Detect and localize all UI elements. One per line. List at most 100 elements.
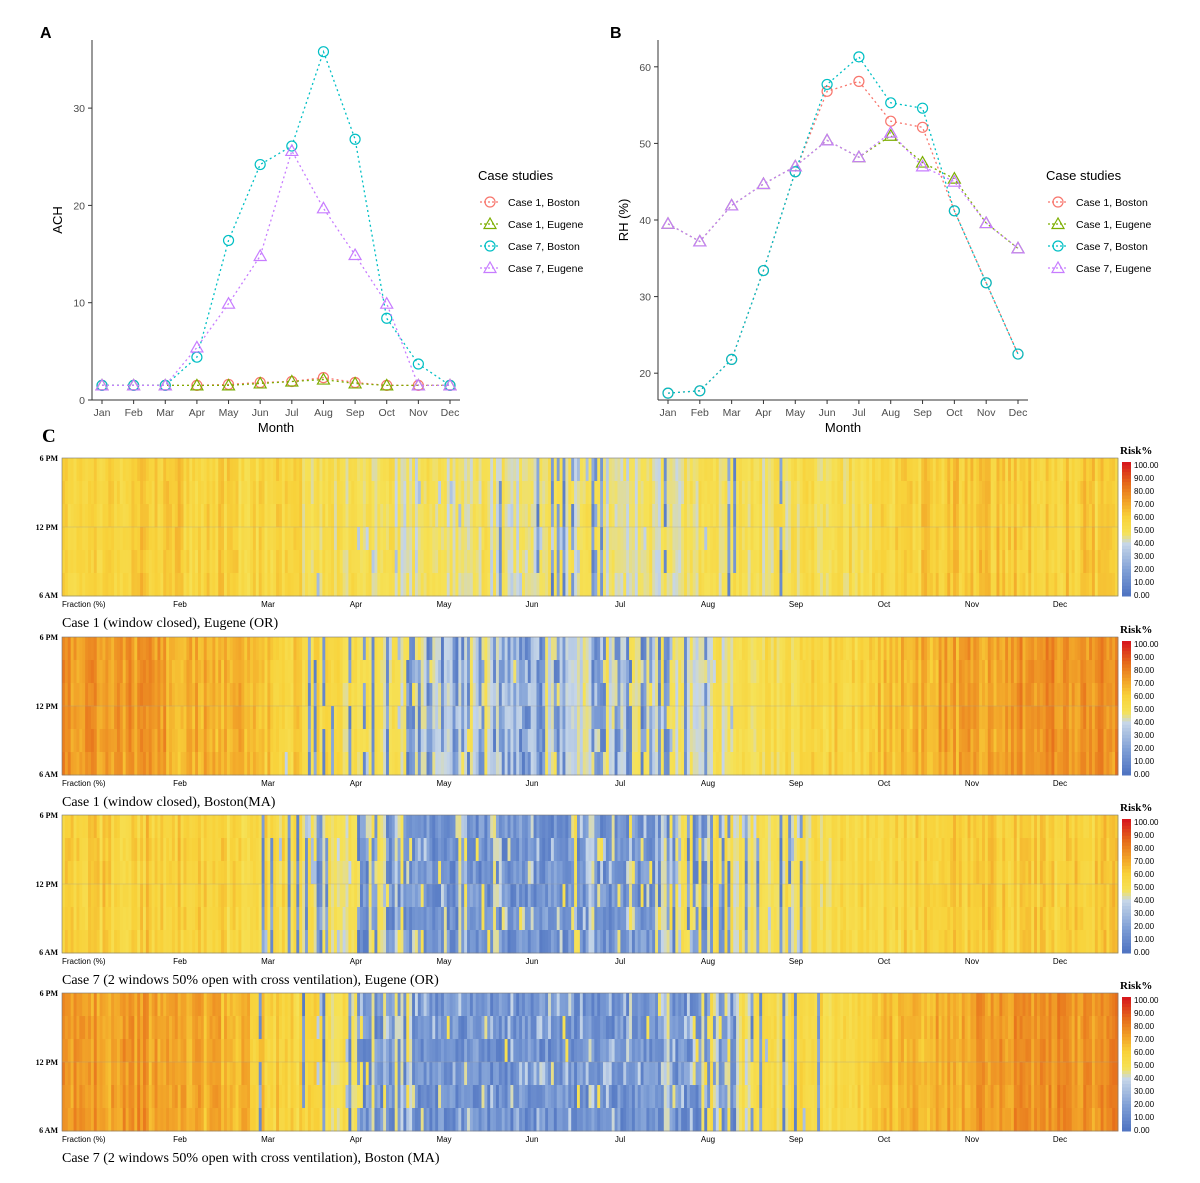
heat-cell bbox=[293, 683, 297, 707]
heat-cell bbox=[461, 481, 465, 505]
heat-cell bbox=[736, 752, 740, 776]
heat-cell bbox=[1039, 527, 1044, 551]
heat-cell bbox=[545, 706, 549, 730]
heat-cell bbox=[669, 660, 673, 684]
heat-cell bbox=[313, 752, 317, 776]
heat-cell bbox=[1028, 637, 1032, 661]
heat-cell bbox=[880, 550, 885, 574]
heat-cell bbox=[953, 504, 957, 528]
heat-cell bbox=[319, 637, 323, 661]
heat-cell bbox=[105, 907, 109, 931]
heat-cell bbox=[79, 481, 83, 505]
heat-cell bbox=[568, 660, 572, 684]
heat-cell bbox=[287, 573, 291, 597]
heat-cell bbox=[918, 683, 922, 707]
heat-cell bbox=[1010, 660, 1015, 684]
heat-cell bbox=[151, 815, 155, 839]
heat-cell bbox=[232, 573, 236, 597]
heat-cell bbox=[490, 458, 494, 482]
heat-cell bbox=[148, 706, 153, 730]
heat-cell bbox=[828, 637, 832, 661]
heat-cell bbox=[698, 637, 702, 661]
heat-cell bbox=[64, 637, 69, 661]
heat-cell bbox=[524, 729, 529, 753]
heat-cell bbox=[1060, 573, 1064, 597]
heat-cell bbox=[686, 729, 691, 753]
heat-cell bbox=[1083, 481, 1087, 505]
heat-cell bbox=[672, 481, 676, 505]
heat-cell bbox=[979, 706, 983, 730]
heat-cell bbox=[724, 527, 728, 551]
heat-cell bbox=[620, 637, 624, 661]
heat-cell bbox=[1051, 683, 1055, 707]
heat-cell bbox=[70, 550, 74, 574]
heat-cell bbox=[686, 706, 691, 730]
heat-cell bbox=[368, 504, 372, 528]
heat-cell bbox=[281, 683, 286, 707]
heat-cell bbox=[663, 660, 668, 684]
heat-cell bbox=[310, 550, 315, 574]
heat-cell bbox=[137, 930, 141, 954]
heat-cell bbox=[316, 573, 320, 597]
heat-cell bbox=[947, 706, 951, 730]
heat-cell bbox=[345, 527, 349, 551]
heat-cell bbox=[88, 861, 92, 885]
heat-cell bbox=[452, 481, 456, 505]
heat-cell bbox=[325, 637, 329, 661]
heat-cell bbox=[840, 706, 844, 730]
heat-cell bbox=[409, 706, 413, 730]
heat-cell bbox=[414, 729, 419, 753]
heat-cell bbox=[481, 527, 485, 551]
heat-cell bbox=[281, 637, 286, 661]
heat-cell bbox=[131, 861, 135, 885]
heat-cell bbox=[221, 660, 225, 684]
heat-cell bbox=[377, 527, 381, 551]
heat-cell bbox=[947, 504, 951, 528]
heat-cell bbox=[484, 527, 488, 551]
heat-cell bbox=[446, 729, 451, 753]
heat-cell bbox=[903, 527, 908, 551]
heat-cell bbox=[305, 527, 309, 551]
heat-cell bbox=[817, 752, 821, 776]
heat-cell bbox=[848, 481, 853, 505]
heat-cell bbox=[305, 458, 309, 482]
heat-cell bbox=[140, 907, 144, 931]
heat-cell bbox=[481, 660, 485, 684]
heat-cell bbox=[348, 683, 352, 707]
heat-cell bbox=[857, 660, 861, 684]
heat-cell bbox=[93, 752, 98, 776]
heat-cell bbox=[848, 683, 853, 707]
heat-cell bbox=[591, 573, 595, 597]
heat-cell bbox=[333, 683, 338, 707]
heat-cell bbox=[403, 660, 407, 684]
heat-cell bbox=[901, 573, 905, 597]
colorbar-segment bbox=[1122, 674, 1131, 679]
heat-cell bbox=[692, 550, 696, 574]
heat-cell bbox=[1060, 729, 1064, 753]
colorbar-segment bbox=[1122, 529, 1131, 533]
data-point bbox=[411, 378, 426, 391]
heat-cell bbox=[472, 752, 477, 776]
heat-cell bbox=[105, 752, 109, 776]
heat-cell bbox=[1005, 683, 1009, 707]
heat-cell bbox=[605, 683, 610, 707]
heat-cell bbox=[1045, 660, 1049, 684]
x-tick-label: Apr bbox=[189, 407, 206, 419]
heatmap-month-label: Dec bbox=[1053, 779, 1067, 788]
heat-cell bbox=[1025, 706, 1029, 730]
colorbar-segment bbox=[1122, 758, 1131, 763]
heat-cell bbox=[750, 458, 754, 482]
heat-cell bbox=[1077, 550, 1081, 574]
heat-cell bbox=[278, 550, 283, 574]
heat-cell bbox=[831, 660, 835, 684]
heat-cell bbox=[892, 504, 896, 528]
heat-cell bbox=[1077, 458, 1081, 482]
heat-cell bbox=[533, 504, 537, 528]
heat-cell bbox=[802, 458, 806, 482]
colorbar-label: 100.00 bbox=[1134, 640, 1159, 649]
heat-cell bbox=[1025, 660, 1029, 684]
heat-cell bbox=[258, 504, 263, 528]
heat-cell bbox=[241, 504, 245, 528]
heat-cell bbox=[912, 706, 916, 730]
heat-cell bbox=[626, 504, 630, 528]
